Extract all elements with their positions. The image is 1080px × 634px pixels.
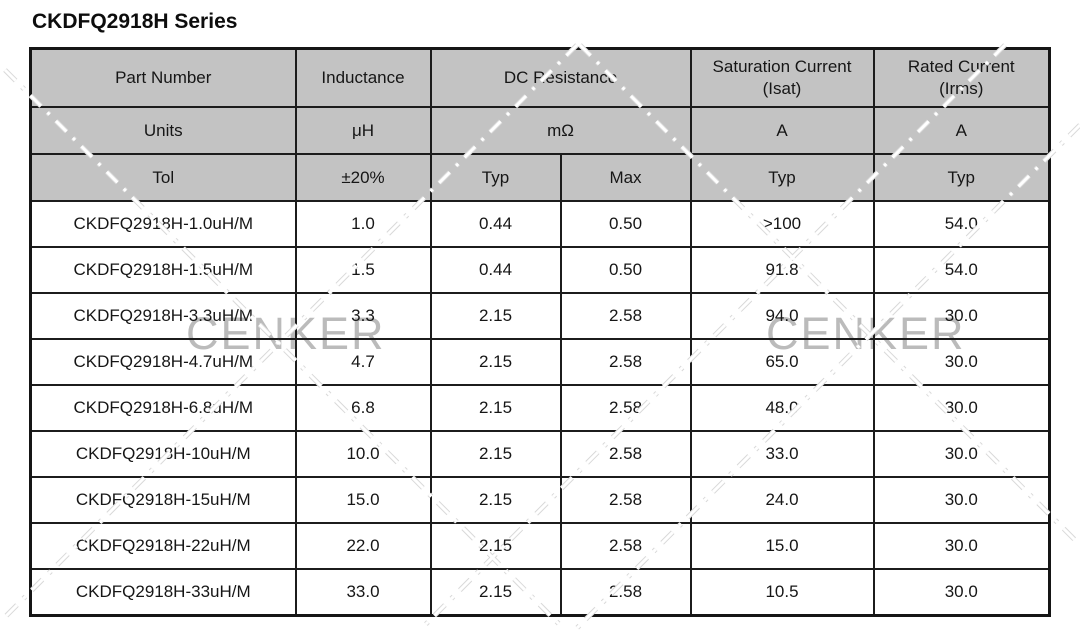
cell-dcr-typ: 2.15 xyxy=(429,338,562,386)
cell-part-number: CKDFQ2918H-33uH/M xyxy=(29,568,297,617)
tol-dcr-max: Max xyxy=(559,153,692,202)
cell-part-number: CKDFQ2918H-4.7uH/M xyxy=(29,338,297,386)
cell-part-number: CKDFQ2918H-3.3uH/M xyxy=(29,292,297,340)
tol-irms-typ: Typ xyxy=(872,153,1051,202)
rated-current-label: Rated Current xyxy=(907,56,1015,76)
spec-table-body: Part Number Inductance DC Resistance Sat… xyxy=(29,47,1051,617)
cell-isat-typ: 48.0 xyxy=(689,384,875,432)
cell-dcr-typ: 2.15 xyxy=(429,292,562,340)
table-row: CKDFQ2918H-3.3uH/M 3.3 2.15 2.58 94.0 30… xyxy=(29,292,1051,340)
col-header-dc-resistance: DC Resistance xyxy=(429,47,692,108)
units-dc-resistance: mΩ xyxy=(429,106,692,155)
units-saturation-current: A xyxy=(689,106,875,155)
spec-table: Part Number Inductance DC Resistance Sat… xyxy=(29,47,1051,617)
cell-dcr-max: 0.50 xyxy=(559,200,692,248)
cell-inductance: 33.0 xyxy=(294,568,432,617)
cell-dcr-typ: 0.44 xyxy=(429,246,562,294)
cell-inductance: 10.0 xyxy=(294,430,432,478)
cell-dcr-typ: 2.15 xyxy=(429,522,562,570)
units-inductance: μH xyxy=(294,106,432,155)
cell-dcr-typ: 2.15 xyxy=(429,476,562,524)
cell-irms-typ: 30.0 xyxy=(872,292,1051,340)
table-row: CKDFQ2918H-15uH/M 15.0 2.15 2.58 24.0 30… xyxy=(29,476,1051,524)
tolerance-row: Tol ±20% Typ Max Typ Typ xyxy=(29,153,1051,202)
saturation-current-label: Saturation Current xyxy=(712,56,852,76)
col-header-part-number: Part Number xyxy=(29,47,297,108)
cell-irms-typ: 30.0 xyxy=(872,522,1051,570)
cell-isat-typ: 33.0 xyxy=(689,430,875,478)
cell-dcr-typ: 0.44 xyxy=(429,200,562,248)
col-header-inductance: Inductance xyxy=(294,47,432,108)
cell-inductance: 6.8 xyxy=(294,384,432,432)
cell-part-number: CKDFQ2918H-15uH/M xyxy=(29,476,297,524)
cell-dcr-typ: 2.15 xyxy=(429,430,562,478)
cell-isat-typ: >100 xyxy=(689,200,875,248)
cell-inductance: 3.3 xyxy=(294,292,432,340)
cell-dcr-max: 2.58 xyxy=(559,292,692,340)
cell-isat-typ: 24.0 xyxy=(689,476,875,524)
cell-dcr-max: 2.58 xyxy=(559,338,692,386)
cell-dcr-max: 2.58 xyxy=(559,568,692,617)
cell-isat-typ: 94.0 xyxy=(689,292,875,340)
col-header-rated-current: Rated Current (Irms) xyxy=(872,47,1051,108)
table-row: CKDFQ2918H-22uH/M 22.0 2.15 2.58 15.0 30… xyxy=(29,522,1051,570)
cell-isat-typ: 65.0 xyxy=(689,338,875,386)
cell-dcr-max: 2.58 xyxy=(559,384,692,432)
col-header-saturation-current: Saturation Current (Isat) xyxy=(689,47,875,108)
cell-isat-typ: 91.8 xyxy=(689,246,875,294)
units-rated-current: A xyxy=(872,106,1051,155)
cell-inductance: 1.0 xyxy=(294,200,432,248)
cell-part-number: CKDFQ2918H-1.0uH/M xyxy=(29,200,297,248)
cell-dcr-typ: 2.15 xyxy=(429,384,562,432)
cell-inductance: 15.0 xyxy=(294,476,432,524)
table-row: CKDFQ2918H-6.8uH/M 6.8 2.15 2.58 48.0 30… xyxy=(29,384,1051,432)
table-row: CKDFQ2918H-4.7uH/M 4.7 2.15 2.58 65.0 30… xyxy=(29,338,1051,386)
cell-isat-typ: 15.0 xyxy=(689,522,875,570)
tol-dcr-typ: Typ xyxy=(429,153,562,202)
tol-row-label: Tol xyxy=(29,153,297,202)
cell-irms-typ: 30.0 xyxy=(872,568,1051,617)
cell-part-number: CKDFQ2918H-22uH/M xyxy=(29,522,297,570)
table-row: CKDFQ2918H-33uH/M 33.0 2.15 2.58 10.5 30… xyxy=(29,568,1051,617)
cell-isat-typ: 10.5 xyxy=(689,568,875,617)
header-row: Part Number Inductance DC Resistance Sat… xyxy=(29,47,1051,108)
page-title: CKDFQ2918H Series xyxy=(32,10,238,33)
cell-dcr-max: 2.58 xyxy=(559,522,692,570)
rated-current-sublabel: (Irms) xyxy=(939,79,984,98)
table-row: CKDFQ2918H-1.0uH/M 1.0 0.44 0.50 >100 54… xyxy=(29,200,1051,248)
cell-irms-typ: 30.0 xyxy=(872,430,1051,478)
cell-irms-typ: 30.0 xyxy=(872,384,1051,432)
cell-dcr-max: 2.58 xyxy=(559,430,692,478)
cell-irms-typ: 30.0 xyxy=(872,338,1051,386)
cell-inductance: 1.5 xyxy=(294,246,432,294)
cell-irms-typ: 54.0 xyxy=(872,200,1051,248)
cell-dcr-typ: 2.15 xyxy=(429,568,562,617)
tol-inductance: ±20% xyxy=(294,153,432,202)
cell-part-number: CKDFQ2918H-1.5uH/M xyxy=(29,246,297,294)
cell-part-number: CKDFQ2918H-10uH/M xyxy=(29,430,297,478)
cell-inductance: 4.7 xyxy=(294,338,432,386)
units-row: Units μH mΩ A A xyxy=(29,106,1051,155)
cell-part-number: CKDFQ2918H-6.8uH/M xyxy=(29,384,297,432)
saturation-current-sublabel: (Isat) xyxy=(762,79,802,98)
tol-isat-typ: Typ xyxy=(689,153,875,202)
table-row: CKDFQ2918H-10uH/M 10.0 2.15 2.58 33.0 30… xyxy=(29,430,1051,478)
cell-irms-typ: 54.0 xyxy=(872,246,1051,294)
cell-inductance: 22.0 xyxy=(294,522,432,570)
table-row: CKDFQ2918H-1.5uH/M 1.5 0.44 0.50 91.8 54… xyxy=(29,246,1051,294)
units-row-label: Units xyxy=(29,106,297,155)
cell-dcr-max: 2.58 xyxy=(559,476,692,524)
cell-dcr-max: 0.50 xyxy=(559,246,692,294)
cell-irms-typ: 30.0 xyxy=(872,476,1051,524)
